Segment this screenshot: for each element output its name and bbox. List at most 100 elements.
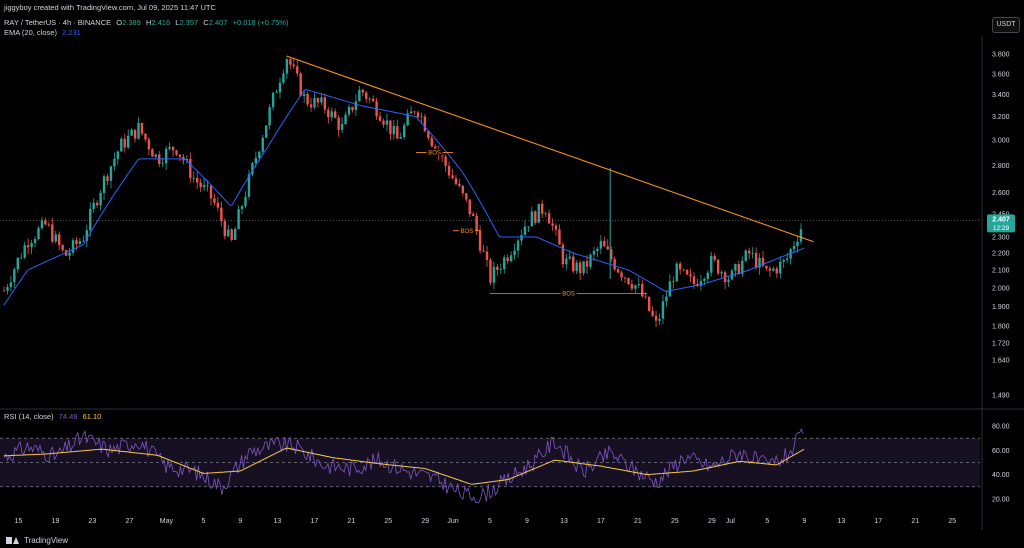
candle-body [565, 258, 568, 265]
currency-button[interactable]: USDT [992, 17, 1020, 33]
candle-body [271, 92, 275, 108]
candle-body [799, 229, 803, 242]
date-tick-label: Jun [447, 518, 458, 525]
date-tick-label: 13 [837, 518, 845, 525]
candle-body [537, 203, 540, 223]
candle-body [430, 138, 433, 147]
date-tick-label: 17 [874, 518, 882, 525]
tradingview-logo-icon [6, 536, 20, 545]
candle-body [109, 166, 113, 181]
candle-body [496, 266, 499, 270]
date-tick-label: 9 [525, 518, 529, 525]
candle-body [306, 93, 309, 105]
candle-body [323, 97, 327, 110]
candle-body [344, 114, 347, 125]
candle-body [596, 248, 599, 251]
candle-body [116, 151, 120, 159]
candle-body [71, 240, 75, 253]
candle-body [189, 158, 192, 178]
date-tick-label: 5 [765, 518, 769, 525]
current-price-badge [987, 214, 1015, 233]
candle-body [206, 184, 209, 186]
candle-body [672, 281, 675, 283]
candle-body [282, 73, 285, 83]
candle-body [713, 255, 716, 260]
candle-body [527, 226, 530, 228]
candle-body [20, 257, 23, 259]
candle-body [164, 148, 168, 164]
candle-body [75, 240, 78, 245]
candle-body [603, 241, 606, 247]
candle-body [768, 268, 772, 271]
candle-body [403, 125, 406, 138]
candle-body [40, 220, 44, 229]
candle-body [492, 266, 496, 283]
candle-body [209, 185, 213, 199]
candle-body [785, 258, 789, 260]
candle-body [558, 229, 561, 245]
ema-legend: EMA (20, close) 2.231 [4, 28, 84, 37]
candle-body [754, 252, 758, 268]
candle-body [779, 261, 782, 274]
candle-body [489, 259, 492, 283]
candle-body [227, 229, 230, 237]
ema-label: EMA (20, close) [4, 28, 57, 37]
candle-body [427, 131, 430, 139]
candle-body [772, 268, 775, 271]
price-tick-label: 1.720 [992, 340, 1010, 347]
countdown-label: 12:29 [993, 225, 1010, 232]
candle-body [416, 112, 420, 117]
price-tick-label: 2.800 [992, 163, 1010, 170]
candle-body [334, 111, 337, 118]
candle-body [261, 137, 264, 152]
candle-body [392, 126, 396, 135]
date-tick-label: Jul [726, 518, 735, 525]
candle-body [423, 116, 427, 132]
candle-body [92, 202, 95, 209]
candle-body [706, 272, 709, 279]
candle-body [578, 262, 582, 274]
price-tick-label: 1.900 [992, 304, 1010, 311]
ohlc-close: C2.407 [203, 18, 228, 27]
candle-body [16, 257, 19, 270]
date-tick-label: 19 [52, 518, 60, 525]
candle-body [627, 277, 630, 284]
date-tick-label: 5 [488, 518, 492, 525]
candle-body [240, 206, 244, 210]
candle-body [23, 245, 26, 258]
candle-body [447, 165, 451, 176]
candle-body [513, 250, 516, 256]
candle-body [661, 301, 665, 319]
candle-body [523, 226, 527, 235]
rsi-tick-label: 80.00 [992, 424, 1010, 431]
attribution: jiggyboy created with TradingView.com, J… [4, 3, 216, 12]
candle-body [365, 92, 368, 99]
candle-body [230, 229, 233, 240]
candle-body [385, 120, 389, 125]
candle-body [616, 269, 620, 273]
candle-body [354, 101, 358, 111]
candle-body [685, 269, 689, 275]
candle-body [716, 259, 720, 274]
ohlc-low: L2.357 [175, 18, 199, 27]
candle-body [99, 192, 102, 206]
candle-body [26, 245, 30, 248]
candle-body [641, 284, 644, 297]
date-tick-label: 25 [384, 518, 392, 525]
candle-body [585, 261, 589, 267]
tradingview-footer[interactable]: TradingView [6, 536, 68, 545]
rsi-legend: RSI (14, close) 74.49 61.10 [4, 412, 104, 421]
date-tick-label: 15 [15, 518, 23, 525]
candle-body [734, 264, 737, 271]
date-tick-label: 25 [948, 518, 956, 525]
candle-body [154, 154, 157, 157]
ohlc-high: H2.416 [145, 18, 171, 27]
candle-body [613, 259, 616, 270]
bos-label: BOS [562, 292, 575, 298]
candle-body [106, 176, 109, 181]
candle-body [133, 129, 137, 139]
candle-body [275, 92, 278, 94]
candle-body [409, 111, 413, 114]
candle-body [102, 176, 106, 193]
